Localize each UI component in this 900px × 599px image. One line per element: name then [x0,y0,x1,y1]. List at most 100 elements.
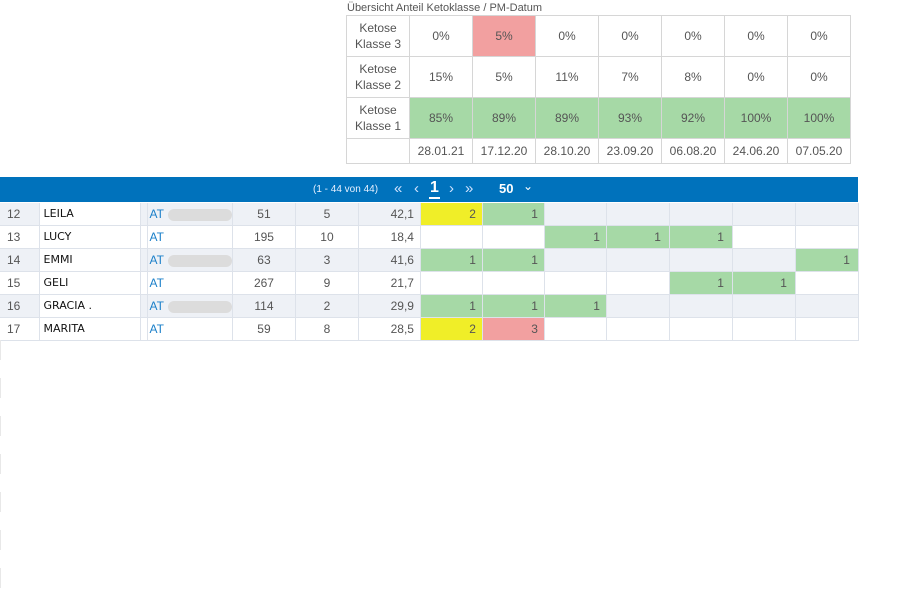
animal-name-cell: GELI [38,271,141,295]
summary-cell: 11% [535,56,599,98]
summary-title: Übersicht Anteil Ketoklasse / PM-Datum [347,2,543,14]
value-3: 41,6 [358,248,421,272]
row-number: 12 [0,203,40,226]
ketosis-cell [795,317,859,341]
summary-cell: 0% [787,56,851,98]
animal-name-cell: EMMI [38,248,141,272]
ketosis-cell [606,271,670,295]
ketosis-cell [482,271,545,295]
ear-tag-cell[interactable]: AT [147,317,233,341]
ketosis-cell [482,225,545,249]
ketosis-cell: 3 [482,317,545,341]
ketosis-cell [669,248,733,272]
page-size-select[interactable]: 50 [499,181,514,196]
current-page[interactable]: 1 [429,179,440,199]
ear-tag-link[interactable]: AT [149,299,164,313]
summary-date: 24.06.20 [724,138,788,164]
pager-bar: (1 - 44 von 44) « ‹ 1 › » 50 ⌄ [0,177,858,202]
ear-tag-cell[interactable]: AT [147,294,233,318]
ketosis-cell [732,294,796,318]
ketosis-cell [420,271,483,295]
summary-row-label: Ketose Klasse 1 [346,97,410,139]
summary-cell: 8% [661,56,725,98]
ketosis-cell [732,248,796,272]
chevron-right-icon[interactable]: › [449,180,454,197]
summary-date: 07.05.20 [787,138,851,164]
ketosis-cell: 1 [795,248,859,272]
summary-cell: 15% [409,56,473,98]
row-label-line1: Ketose [359,21,397,35]
row-label-line2: Klasse 1 [354,119,402,133]
summary-cell: 5% [472,56,536,98]
value-2: 8 [295,317,359,341]
row-number: 17 [0,317,40,341]
summary-cell: 93% [598,97,662,139]
ketosis-cell [732,225,796,249]
ear-tag-link[interactable]: AT [149,276,164,290]
value-1: 63 [232,248,296,272]
summary-date: 17.12.20 [472,138,536,164]
row-label-line2: Klasse 2 [354,78,402,92]
table-row[interactable]: 15 GELI AT 267 9 21,7 1 1 [0,271,859,295]
ketosis-cell: 1 [669,225,733,249]
ear-tag-cell[interactable]: AT [147,203,233,226]
row-label-line1: Ketose [359,103,397,117]
summary-cell: 89% [535,97,599,139]
ketosis-cell [669,317,733,341]
ketosis-cell [732,317,796,341]
summary-cell: 7% [598,56,662,98]
chevron-down-icon[interactable]: ⌄ [523,179,534,193]
animal-name: GELI [43,276,69,289]
summary-cell: 5% [472,15,536,57]
summary-row-label: Ketose Klasse 2 [346,56,410,98]
row-number: 13 [0,225,40,249]
pager-count: (1 - 44 von 44) [313,184,379,195]
spacer-cell [140,248,148,272]
animal-name-cell: LEILA [38,203,141,226]
table-row[interactable]: 16 GRACIA . AT 114 2 29,9 1 1 1 [0,294,859,318]
ketosis-cell: 1 [482,203,545,226]
summary-date: 23.09.20 [598,138,662,164]
value-3: 28,5 [358,317,421,341]
value-1: 59 [232,317,296,341]
double-chevron-right-icon[interactable]: » [465,180,474,197]
summary-date: 06.08.20 [661,138,725,164]
ketosis-cell [732,203,796,226]
ketosis-cell: 1 [544,294,607,318]
value-1: 267 [232,271,296,295]
ear-tag-cell[interactable]: AT [147,225,233,249]
row-label-line2: Klasse 3 [354,37,402,51]
ear-tag-link[interactable]: AT [149,253,164,267]
ketosis-cell: 1 [482,294,545,318]
table-row[interactable]: 12 LEILA AT 51 5 42,1 2 1 [0,203,859,226]
summary-dates-row: 28.01.21 17.12.20 28.10.20 23.09.20 06.08.20… [346,138,851,164]
animal-name-cell: LUCY [38,225,141,249]
value-1: 195 [232,225,296,249]
summary-date: 28.01.21 [409,138,473,164]
ketosis-cell: 2 [420,317,483,341]
summary-cell: 0% [535,15,599,57]
ear-tag-link[interactable]: AT [149,207,164,221]
chevron-left-icon[interactable]: ‹ [414,180,419,197]
table-row[interactable]: 13 LUCY AT 195 10 18,4 1 1 1 [0,225,859,249]
table-row[interactable]: 17 MARITA AT 59 8 28,5 2 3 [0,317,859,341]
value-3: 29,9 [358,294,421,318]
summary-row: Ketose Klasse 2 15% 5% 11% 7% 8% 0% 0% [346,56,851,98]
ear-tag-cell[interactable]: AT [147,248,233,272]
value-2: 10 [295,225,359,249]
ear-tag-link[interactable]: AT [149,322,164,336]
summary-date: 28.10.20 [535,138,599,164]
double-chevron-left-icon[interactable]: « [394,180,403,197]
table-row[interactable]: 14 EMMI AT 63 3 41,6 1 1 1 [0,248,859,272]
value-2: 2 [295,294,359,318]
spacer-cell [140,203,148,226]
ketosis-cell [544,248,607,272]
summary-cell: 0% [598,15,662,57]
ketosis-cell [669,294,733,318]
ear-tag-cell[interactable]: AT [147,271,233,295]
ketosis-cell: 1 [669,271,733,295]
ear-tag-link[interactable]: AT [149,230,164,244]
summary-row: Ketose Klasse 3 0% 5% 0% 0% 0% 0% 0% [346,15,851,57]
ketosis-cell: 2 [420,203,483,226]
ketosis-cell [795,203,859,226]
